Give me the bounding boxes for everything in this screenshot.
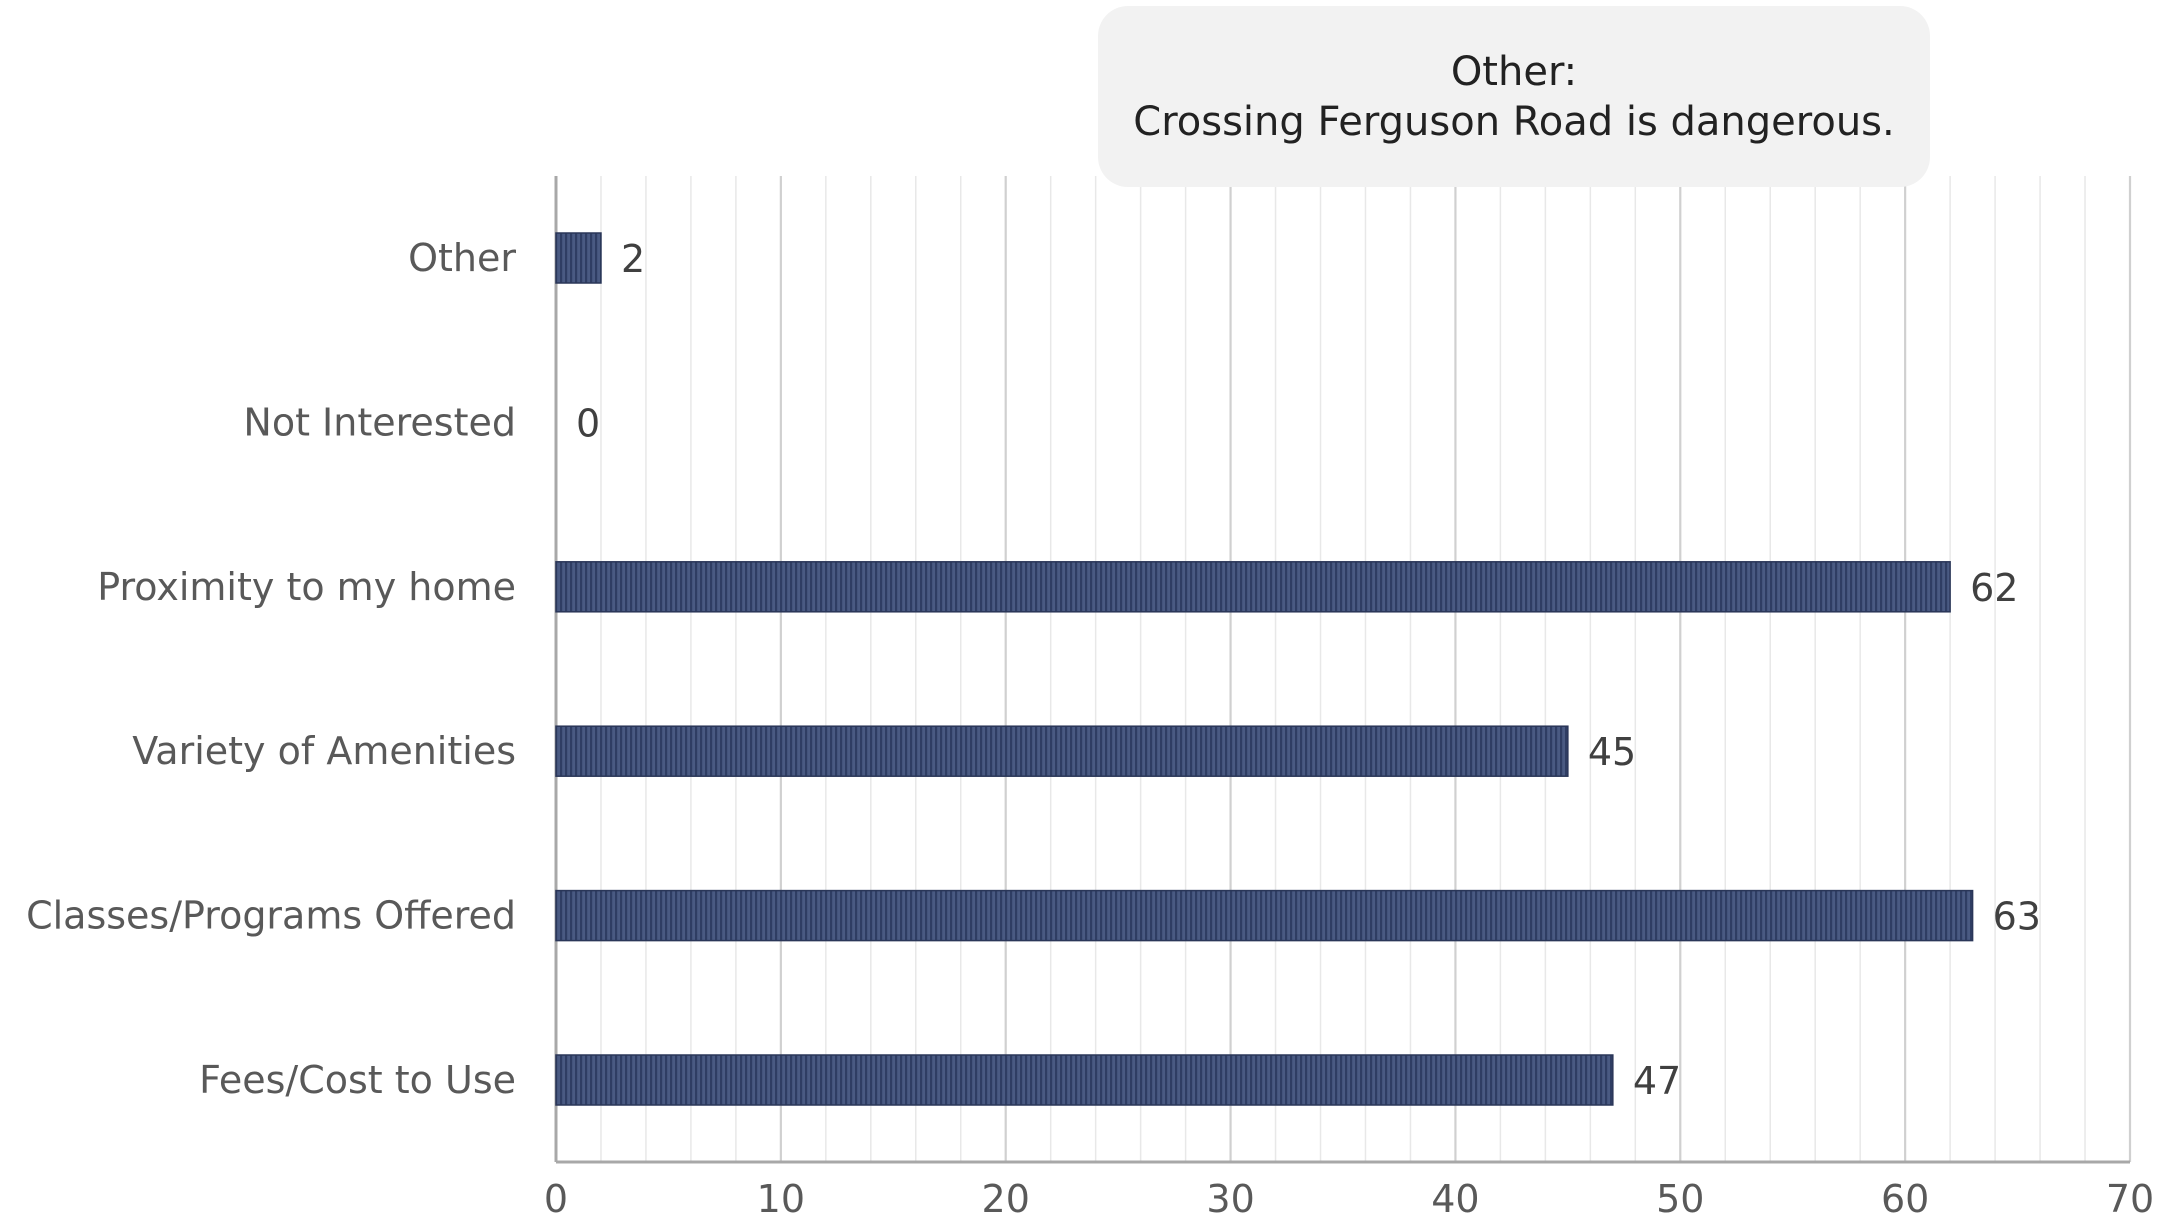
x-tick-label: 60	[1881, 1177, 1929, 1221]
annotation-title: Other:	[1450, 48, 1578, 95]
category-label: Proximity to my home	[97, 565, 516, 609]
grid-lines	[600, 176, 2132, 1162]
axes	[554, 176, 2130, 1164]
category-label: Variety of Amenities	[132, 729, 516, 773]
x-tick-label: 40	[1431, 1177, 1479, 1221]
data-label: 62	[1970, 566, 2018, 610]
data-label: 0	[576, 401, 600, 445]
bar	[555, 561, 1951, 613]
x-tick-label: 70	[2106, 1177, 2154, 1221]
x-tick-label: 0	[544, 1177, 568, 1221]
category-label: Fees/Cost to Use	[199, 1058, 516, 1102]
x-tick-label: 10	[757, 1177, 805, 1221]
bars	[555, 232, 1974, 1106]
category-label: Classes/Programs Offered	[26, 894, 516, 938]
bar	[555, 889, 1974, 942]
bar	[555, 232, 602, 284]
annotation-text: Crossing Ferguson Road is dangerous.	[1133, 98, 1895, 145]
data-label: 63	[1993, 895, 2041, 939]
category-label: Not Interested	[243, 400, 516, 444]
data-label: 2	[621, 237, 645, 281]
labels: 0 10 20 30 40 50 60 70 Other 2 Not Interested 0 Prox…	[26, 236, 2154, 1221]
x-tick-label: 30	[1206, 1177, 1254, 1221]
bar	[555, 1054, 1614, 1106]
x-tick-label: 20	[982, 1177, 1030, 1221]
data-label: 47	[1633, 1059, 1681, 1103]
x-tick-label: 50	[1656, 1177, 1704, 1221]
annotation-callout: Other: Crossing Ferguson Road is dangero…	[1098, 6, 1930, 187]
bar	[555, 725, 1569, 777]
category-label: Other	[408, 236, 516, 280]
data-label: 45	[1588, 730, 1636, 774]
